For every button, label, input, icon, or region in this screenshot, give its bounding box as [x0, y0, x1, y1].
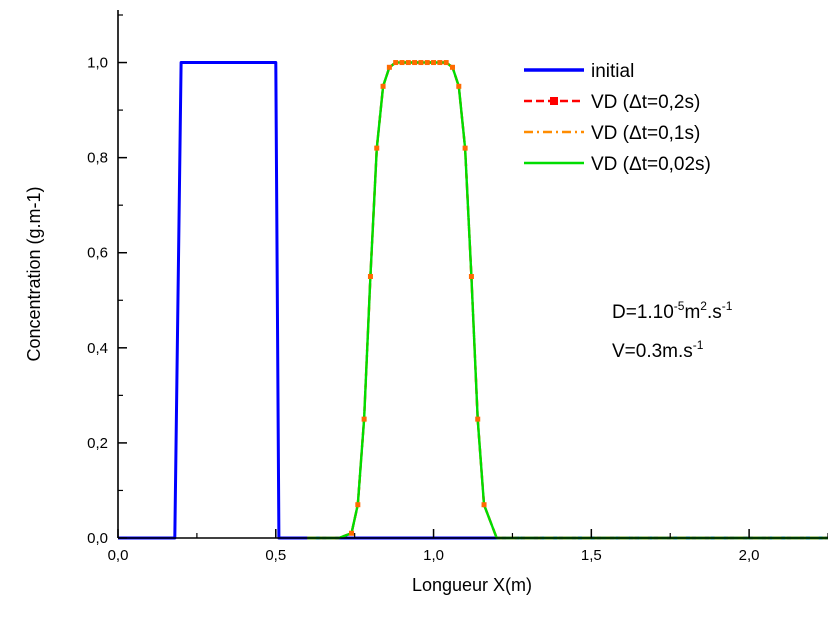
data-point-marker: [386, 64, 392, 70]
data-point-marker: [367, 274, 373, 279]
y-tick-label: 0,2: [87, 435, 108, 452]
data-point-marker: [380, 83, 386, 89]
data-point-marker: [355, 502, 361, 508]
data-point-marker: [405, 60, 411, 66]
axis-ticks: 0,0 0,5 1,0 1,5 2,0 0,0 0,2 0,4 0,6 0,8 1,0: [87, 14, 828, 564]
data-point-marker: [443, 60, 449, 66]
data-point-marker: [431, 60, 437, 66]
data-point-marker: [449, 64, 455, 70]
d-exponent-1: -5: [674, 299, 685, 313]
x-tick-label: 0,0: [108, 547, 129, 564]
x-tick-label: 0,5: [265, 547, 286, 564]
parameter-annotation: D=1.10-5m2.s-1 V=0.3m.s-1: [612, 299, 733, 362]
legend-label-1: VD (Δt=0,2s): [591, 92, 700, 113]
d-exponent-2: 2: [700, 299, 707, 313]
data-point-marker: [468, 274, 474, 279]
y-axis-title: Concentration (g.m-1): [24, 186, 44, 361]
x-tick-label: 1,5: [581, 547, 602, 564]
v-exponent: -1: [693, 338, 704, 352]
y-tick-label: 0,6: [87, 245, 108, 262]
y-tick-label: 0,8: [87, 150, 108, 167]
d-unit-s: .s: [707, 302, 722, 323]
d-exponent-3: -1: [722, 299, 733, 313]
legend-label-2: VD (Δt=0,1s): [591, 123, 700, 144]
v-prefix: V=0.3m.s: [612, 341, 693, 362]
d-prefix: D=1.10: [612, 302, 674, 323]
x-tick-label: 2,0: [739, 547, 760, 564]
data-point-marker: [475, 416, 481, 422]
data-point-marker: [437, 60, 443, 66]
data-point-marker: [393, 60, 399, 66]
y-tick-label: 1,0: [87, 55, 108, 72]
legend: initial VD (Δt=0,2s) VD (Δt=0,1s) VD (Δt=0,…: [524, 61, 711, 175]
legend-label-0: initial: [591, 61, 634, 82]
legend-label-3: VD (Δt=0,02s): [591, 154, 711, 175]
legend-marker: [550, 97, 558, 105]
series-line-1: [307, 61, 828, 540]
data-point-marker: [462, 145, 468, 151]
x-tick-label: 1,0: [423, 547, 444, 564]
data-point-marker: [481, 502, 487, 508]
diffusion-annotation: D=1.10-5m2.s-1: [612, 299, 733, 323]
data-point-marker: [418, 60, 424, 66]
data-point-marker: [349, 530, 355, 536]
data-point-marker: [399, 60, 405, 66]
data-point-marker: [374, 145, 380, 151]
data-point-marker: [456, 83, 462, 89]
data-point-marker: [424, 60, 430, 66]
data-point-marker: [361, 416, 367, 422]
d-unit-m: m: [684, 302, 700, 323]
x-axis-title: Longueur X(m): [412, 575, 532, 595]
series-line-3: [307, 61, 828, 540]
axes: [117, 10, 828, 539]
y-tick-label: 0,4: [87, 340, 108, 357]
data-point-marker: [412, 60, 418, 66]
series-line-2: [307, 61, 828, 540]
velocity-annotation: V=0.3m.s-1: [612, 338, 704, 362]
y-tick-label: 0,0: [87, 530, 108, 547]
